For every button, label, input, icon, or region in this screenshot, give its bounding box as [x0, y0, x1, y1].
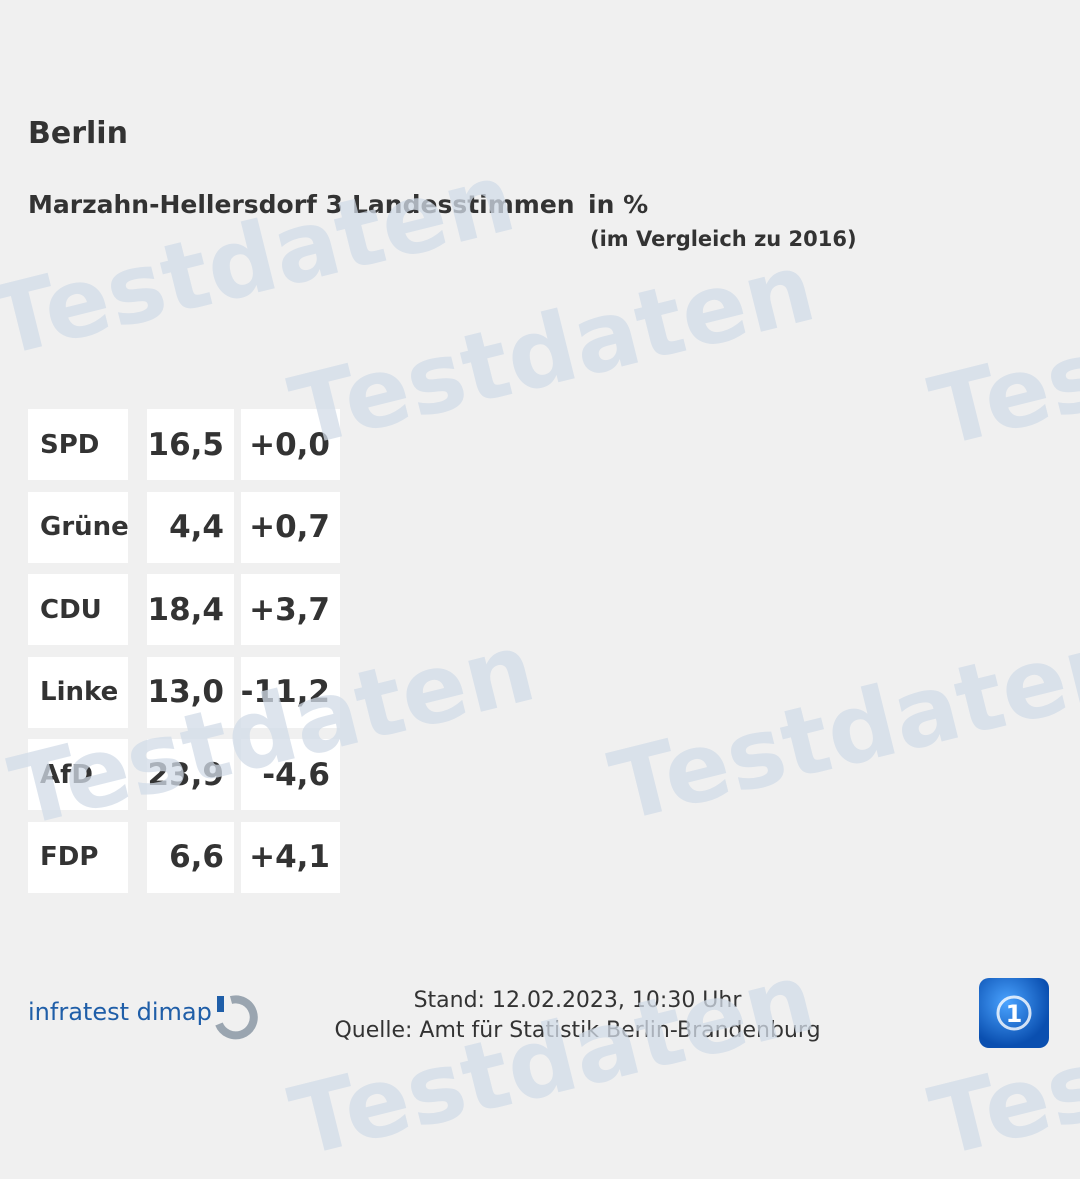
party-change: +3,7: [241, 574, 340, 645]
party-value: 18,4: [147, 574, 234, 645]
table-row: SPD 16,5 +0,0: [28, 409, 340, 480]
district-label: Marzahn-Hellersdorf 3: [28, 190, 344, 219]
watermark-3: Testdaten: [0, 140, 525, 379]
unit-label: in %: [588, 190, 649, 219]
svg-text:1: 1: [1006, 1000, 1023, 1028]
stand-text: Stand: 12.02.2023, 10:30 Uhr: [413, 988, 742, 1013]
watermark-6: Testdaten: [280, 940, 825, 1179]
watermark-1: Testdaten: [280, 230, 825, 469]
watermark-4: Testdaten: [0, 610, 545, 849]
party-value: 16,5: [147, 409, 234, 480]
party-name: SPD: [28, 409, 128, 480]
table-row: Grüne 4,4 +0,7: [28, 491, 340, 563]
table-row: CDU 18,4 +3,7: [28, 574, 340, 645]
party-change: +4,1: [241, 821, 340, 893]
party-name: Linke: [28, 656, 128, 728]
watermark-7: Testdaten: [920, 940, 1080, 1179]
infratest-logo: infratest dimap: [28, 998, 212, 1026]
party-value: 13,0: [147, 656, 234, 728]
party-value: 4,4: [147, 491, 234, 563]
vote-type-label: Landesstimmen: [352, 190, 575, 219]
party-value: 6,6: [147, 821, 234, 893]
tagesschau-logo-icon: 1: [979, 978, 1049, 1048]
party-change: +0,7: [241, 491, 340, 563]
party-change: +0,0: [241, 409, 340, 480]
table-row: AfD 23,9 -4,6: [28, 739, 340, 810]
party-name: AfD: [28, 739, 128, 810]
table-row: Linke 13,0 -11,2: [28, 656, 340, 728]
party-change: -11,2: [241, 656, 340, 728]
party-name: FDP: [28, 821, 128, 893]
footer: Stand: 12.02.2023, 10:30 Uhr Quelle: Amt…: [300, 986, 855, 1046]
region-title: Berlin: [28, 116, 128, 151]
table-row: FDP 6,6 +4,1: [28, 821, 340, 893]
infratest-mark-icon: [215, 995, 258, 1040]
watermark-2: Testdaten: [920, 230, 1080, 469]
party-name: CDU: [28, 574, 128, 645]
party-change: -4,6: [241, 739, 340, 810]
party-value: 23,9: [147, 739, 234, 810]
comparison-label: (im Vergleich zu 2016): [590, 227, 857, 251]
watermark-5: Testdaten: [600, 605, 1080, 844]
quelle-text: Quelle: Amt für Statistik Berlin-Branden…: [334, 1018, 821, 1043]
party-name: Grüne: [28, 491, 129, 563]
